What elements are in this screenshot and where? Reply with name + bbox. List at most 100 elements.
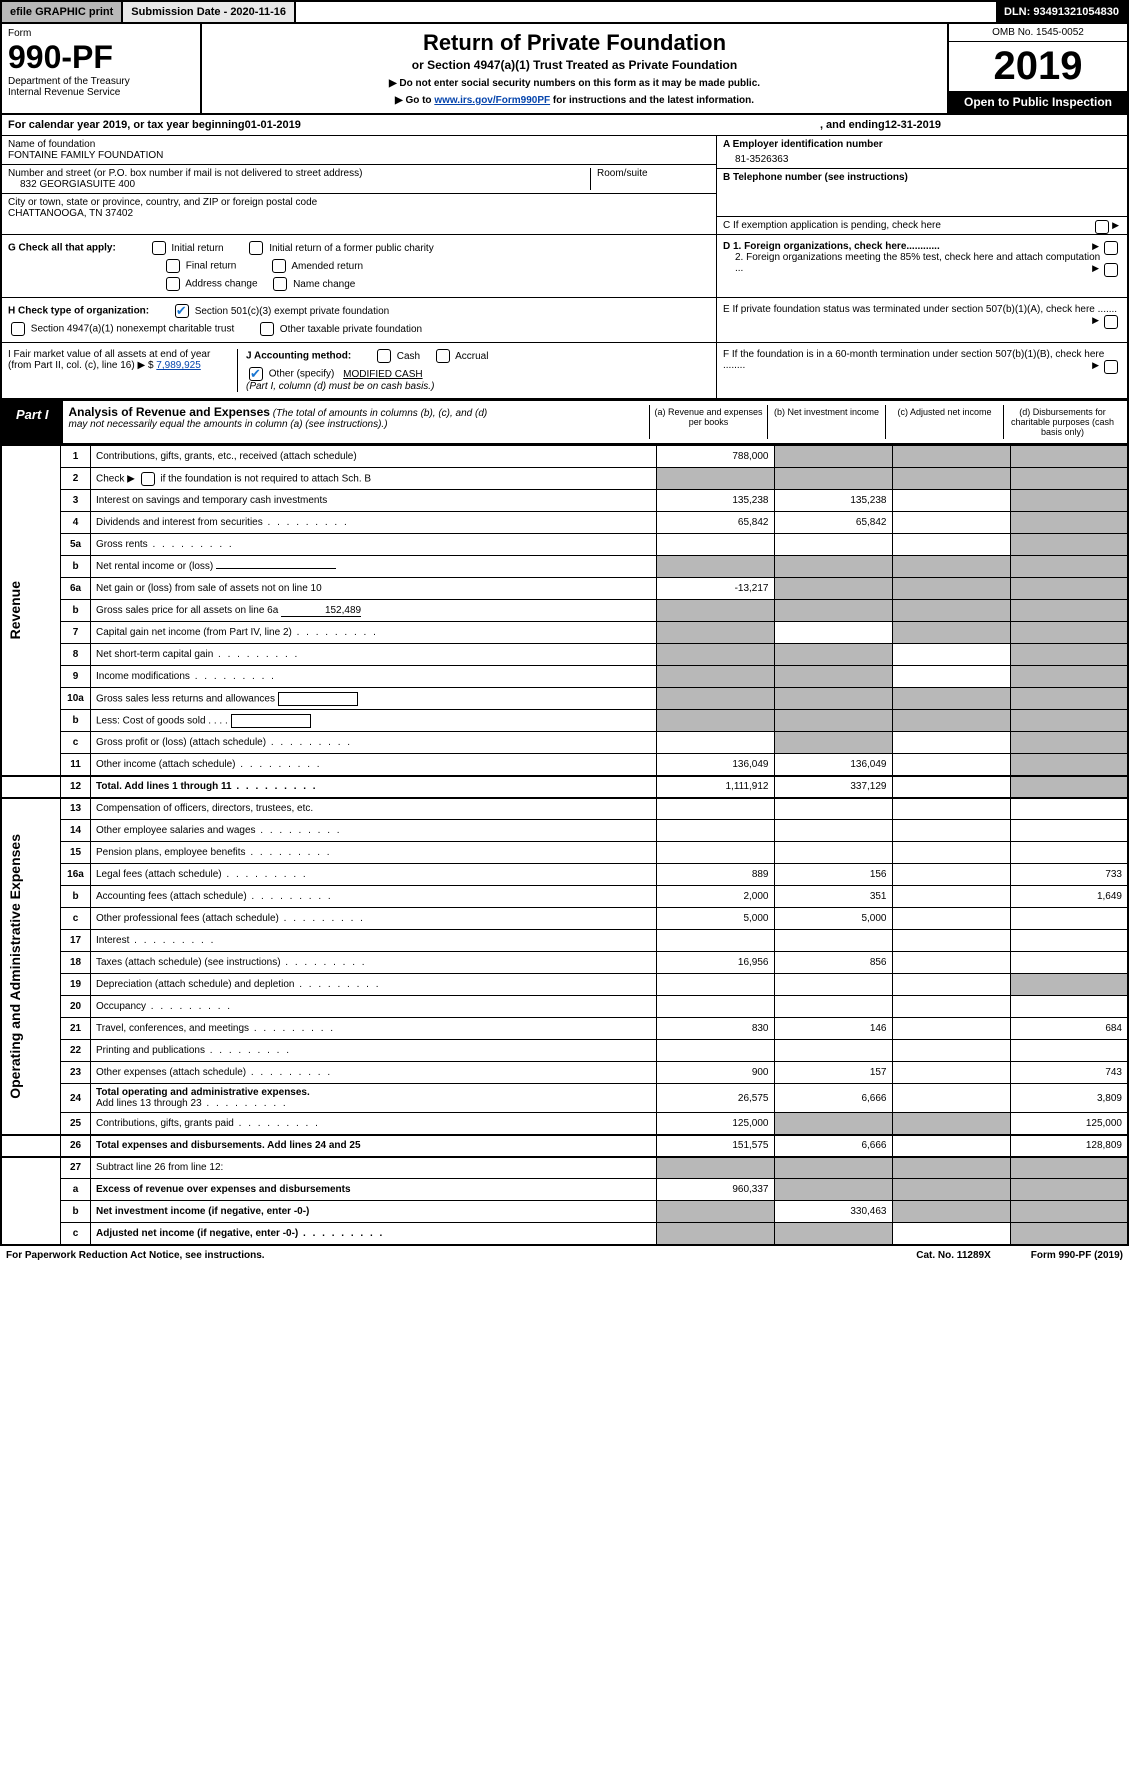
table-row: 9Income modifications <box>1 666 1128 688</box>
table-row: 12Total. Add lines 1 through 111,111,912… <box>1 776 1128 798</box>
amt-b: 156 <box>774 864 892 886</box>
table-row: aExcess of revenue over expenses and dis… <box>1 1179 1128 1201</box>
row-num: c <box>61 732 91 754</box>
dln: DLN: 93491321054830 <box>996 2 1127 22</box>
checkbox-amended[interactable] <box>272 259 286 273</box>
checkbox-other-taxable[interactable] <box>260 322 274 336</box>
table-row: 10aGross sales less returns and allowanc… <box>1 688 1128 710</box>
row-desc: Legal fees (attach schedule) <box>91 864 657 886</box>
row-num: 14 <box>61 820 91 842</box>
checkbox-4947a1[interactable] <box>11 322 25 336</box>
j-other-value: MODIFIED CASH <box>343 369 422 380</box>
section-ij-f: I Fair market value of all assets at end… <box>0 343 1129 400</box>
amt-a: 788,000 <box>656 446 774 468</box>
g-opt-5: Name change <box>293 279 355 290</box>
table-row: 21Travel, conferences, and meetings83014… <box>1 1018 1128 1040</box>
checkbox-initial-return[interactable] <box>152 241 166 255</box>
amt-a: 2,000 <box>656 886 774 908</box>
col-b-head: (b) Net investment income <box>767 405 885 439</box>
amt-a: 5,000 <box>656 908 774 930</box>
g-opt-4: Address change <box>185 279 257 290</box>
address: 832 GEORGIASUITE 400 <box>8 179 590 190</box>
row-num: 8 <box>61 644 91 666</box>
row-desc: Capital gain net income (from Part IV, l… <box>91 622 657 644</box>
arrow-icon <box>1092 241 1101 252</box>
calyear-end: 12-31-2019 <box>885 119 941 131</box>
arrow-icon <box>1112 220 1121 231</box>
row-desc: Gross sales price for all assets on line… <box>91 600 657 622</box>
instr-ssn: ▶ Do not enter social security numbers o… <box>208 78 941 89</box>
checkbox-e[interactable] <box>1104 315 1118 329</box>
amt-b: 157 <box>774 1062 892 1084</box>
amt-b: 6,666 <box>774 1135 892 1157</box>
city-label: City or town, state or province, country… <box>8 197 710 208</box>
row-desc: Travel, conferences, and meetings <box>91 1018 657 1040</box>
row-desc: Dividends and interest from securities <box>91 512 657 534</box>
checkbox-address-change[interactable] <box>166 277 180 291</box>
checkbox-final-return[interactable] <box>166 259 180 273</box>
oae-side-label: Operating and Administrative Expenses <box>7 834 23 1099</box>
g-opt-0: Initial return <box>171 243 223 254</box>
row-num: b <box>61 600 91 622</box>
table-row: bGross sales price for all assets on lin… <box>1 600 1128 622</box>
topbar: efile GRAPHIC print Submission Date - 20… <box>0 0 1129 24</box>
amt-a: 889 <box>656 864 774 886</box>
efile-button[interactable]: efile GRAPHIC print <box>2 2 123 22</box>
row-desc: Adjusted net income (if negative, enter … <box>91 1223 657 1245</box>
open-to-public: Open to Public Inspection <box>949 91 1127 113</box>
amt-b <box>774 446 892 468</box>
amt-d: 684 <box>1010 1018 1128 1040</box>
j-other: Other (specify) <box>269 369 335 380</box>
table-row: bNet investment income (if negative, ent… <box>1 1201 1128 1223</box>
row-num: 19 <box>61 974 91 996</box>
table-row: 24Total operating and administrative exp… <box>1 1084 1128 1113</box>
amt-d <box>1010 446 1128 468</box>
row-num: 27 <box>61 1157 91 1179</box>
row-desc: Total. Add lines 1 through 11 <box>91 776 657 798</box>
table-row: 16aLegal fees (attach schedule)889156733 <box>1 864 1128 886</box>
amt-a: 135,238 <box>656 490 774 512</box>
telephone-label: B Telephone number (see instructions) <box>723 172 908 183</box>
amt-a: 1,111,912 <box>656 776 774 798</box>
checkbox-c[interactable] <box>1095 220 1109 234</box>
checkbox-f[interactable] <box>1104 360 1118 374</box>
exemption-pending-label: C If exemption application is pending, c… <box>723 220 941 231</box>
checkbox-name-change[interactable] <box>273 277 287 291</box>
part1-title: Analysis of Revenue and Expenses <box>69 405 270 419</box>
row-desc: Check ▶ if the foundation is not require… <box>91 468 657 490</box>
row-num: 20 <box>61 996 91 1018</box>
row-desc: Interest <box>91 930 657 952</box>
row-num: 16a <box>61 864 91 886</box>
j-accrual: Accrual <box>455 351 488 362</box>
form-number: 990-PF <box>8 39 194 76</box>
ein-label: A Employer identification number <box>723 139 883 150</box>
irs-link[interactable]: www.irs.gov/Form990PF <box>434 95 550 106</box>
tax-year: 2019 <box>949 42 1127 91</box>
table-row: cAdjusted net income (if negative, enter… <box>1 1223 1128 1245</box>
footer-catno: Cat. No. 11289X <box>916 1250 990 1261</box>
table-row: bLess: Cost of goods sold . . . . <box>1 710 1128 732</box>
row-desc: Gross rents <box>91 534 657 556</box>
checkbox-cash[interactable] <box>377 349 391 363</box>
checkbox-d1[interactable] <box>1104 241 1118 255</box>
table-row: 23Other expenses (attach schedule)900157… <box>1 1062 1128 1084</box>
amt-b: 136,049 <box>774 754 892 776</box>
table-row: 3Interest on savings and temporary cash … <box>1 490 1128 512</box>
j-cash: Cash <box>397 351 420 362</box>
row-desc: Taxes (attach schedule) (see instruction… <box>91 952 657 974</box>
amt-b: 330,463 <box>774 1201 892 1223</box>
checkbox-other-method[interactable] <box>249 367 263 381</box>
instr-goto: ▶ Go to www.irs.gov/Form990PF for instru… <box>208 95 941 106</box>
table-row: 6aNet gain or (loss) from sale of assets… <box>1 578 1128 600</box>
checkbox-501c3[interactable] <box>175 304 189 318</box>
d1-label: D 1. Foreign organizations, check here..… <box>723 241 940 252</box>
i-value[interactable]: 7,989,925 <box>156 360 201 371</box>
amt-b: 135,238 <box>774 490 892 512</box>
checkbox-initial-former[interactable] <box>249 241 263 255</box>
checkbox-schb[interactable] <box>141 472 155 486</box>
checkbox-d2[interactable] <box>1104 263 1118 277</box>
table-row: Operating and Administrative Expenses 13… <box>1 798 1128 820</box>
row-num: 25 <box>61 1113 91 1135</box>
row-num: 11 <box>61 754 91 776</box>
checkbox-accrual[interactable] <box>436 349 450 363</box>
